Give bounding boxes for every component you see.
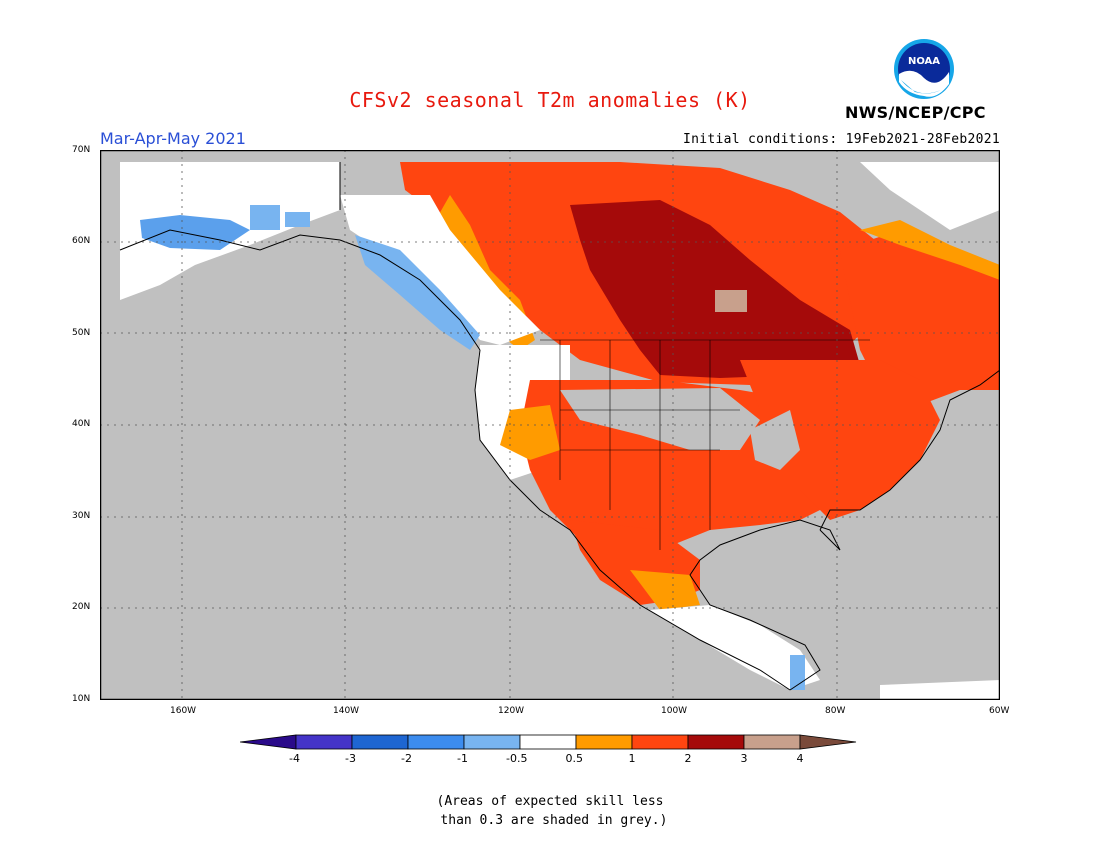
colorbar-segment	[407, 734, 465, 750]
lon-label: 100W	[661, 706, 688, 716]
map-title: CFSv2 seasonal T2m anomalies (K)	[349, 88, 751, 112]
colorbar-tick-label: -2	[401, 752, 412, 765]
colorbar-tick-label: -0.5	[506, 752, 528, 765]
mexico-orange-band	[630, 570, 700, 610]
colorbar-segment	[575, 734, 633, 750]
lat-label: 10N	[72, 694, 91, 704]
color-scale-bar	[240, 734, 857, 750]
bc-coast-region	[340, 195, 540, 345]
noaa-logo-icon: NOAA	[894, 39, 954, 99]
lat-label: 70N	[72, 145, 91, 155]
skill-note: (Areas of expected skill less than 0.3 a…	[436, 794, 668, 828]
season-label: Mar-Apr-May 2021	[100, 129, 246, 148]
colorbar-tick-label: -3	[345, 752, 356, 765]
colorbar-tick-label: 1	[628, 752, 636, 765]
colorbar-segment	[799, 734, 857, 750]
south-america-region	[880, 680, 1000, 700]
colorbar-segment	[295, 734, 353, 750]
bc-cold-anomaly	[355, 235, 480, 350]
anomaly-map	[100, 150, 1000, 700]
lon-label: 120W	[498, 706, 525, 716]
eastern-us-warm-anomaly	[740, 360, 940, 520]
lat-label: 20N	[72, 602, 91, 612]
colorbar-segment	[631, 734, 689, 750]
central-america-region	[650, 605, 820, 690]
logo-text: NOAA	[908, 56, 940, 67]
lon-label: 80W	[825, 706, 846, 716]
colorbar-segment	[240, 734, 297, 750]
labrador-orange-band	[860, 220, 1000, 280]
colorbar-tick-label: -1	[457, 752, 468, 765]
colorbar-tick-label: 2	[684, 752, 692, 765]
colorbar-segment	[743, 734, 801, 750]
colorbar-tick-label: 4	[796, 752, 804, 765]
colorbar-segment	[519, 734, 577, 750]
canada-dark-red-anomaly	[570, 200, 860, 378]
colorbar-tick-label: 3	[740, 752, 748, 765]
map-frame	[100, 150, 1000, 700]
colorbar-segment	[687, 734, 745, 750]
initial-conditions-label: Initial conditions: 19Feb2021-28Feb2021	[683, 132, 1000, 147]
lat-label: 60N	[72, 236, 91, 246]
colorbar-segment	[463, 734, 521, 750]
lon-label: 140W	[333, 706, 360, 716]
lat-label: 30N	[72, 511, 91, 521]
lat-label: 40N	[72, 419, 91, 429]
alaska-cold-anomaly	[140, 215, 250, 250]
colorbar-tick-label: -4	[289, 752, 300, 765]
southwest-orange-band	[500, 405, 560, 460]
lon-label: 60W	[989, 706, 1010, 716]
greenland-region	[860, 162, 1000, 230]
lon-label: 160W	[170, 706, 197, 716]
lat-label: 50N	[72, 328, 91, 338]
colorbar-tick-label: 0.5	[565, 752, 584, 765]
agency-label: NWS/NCEP/CPC	[845, 103, 986, 122]
colorbar-segment	[351, 734, 409, 750]
